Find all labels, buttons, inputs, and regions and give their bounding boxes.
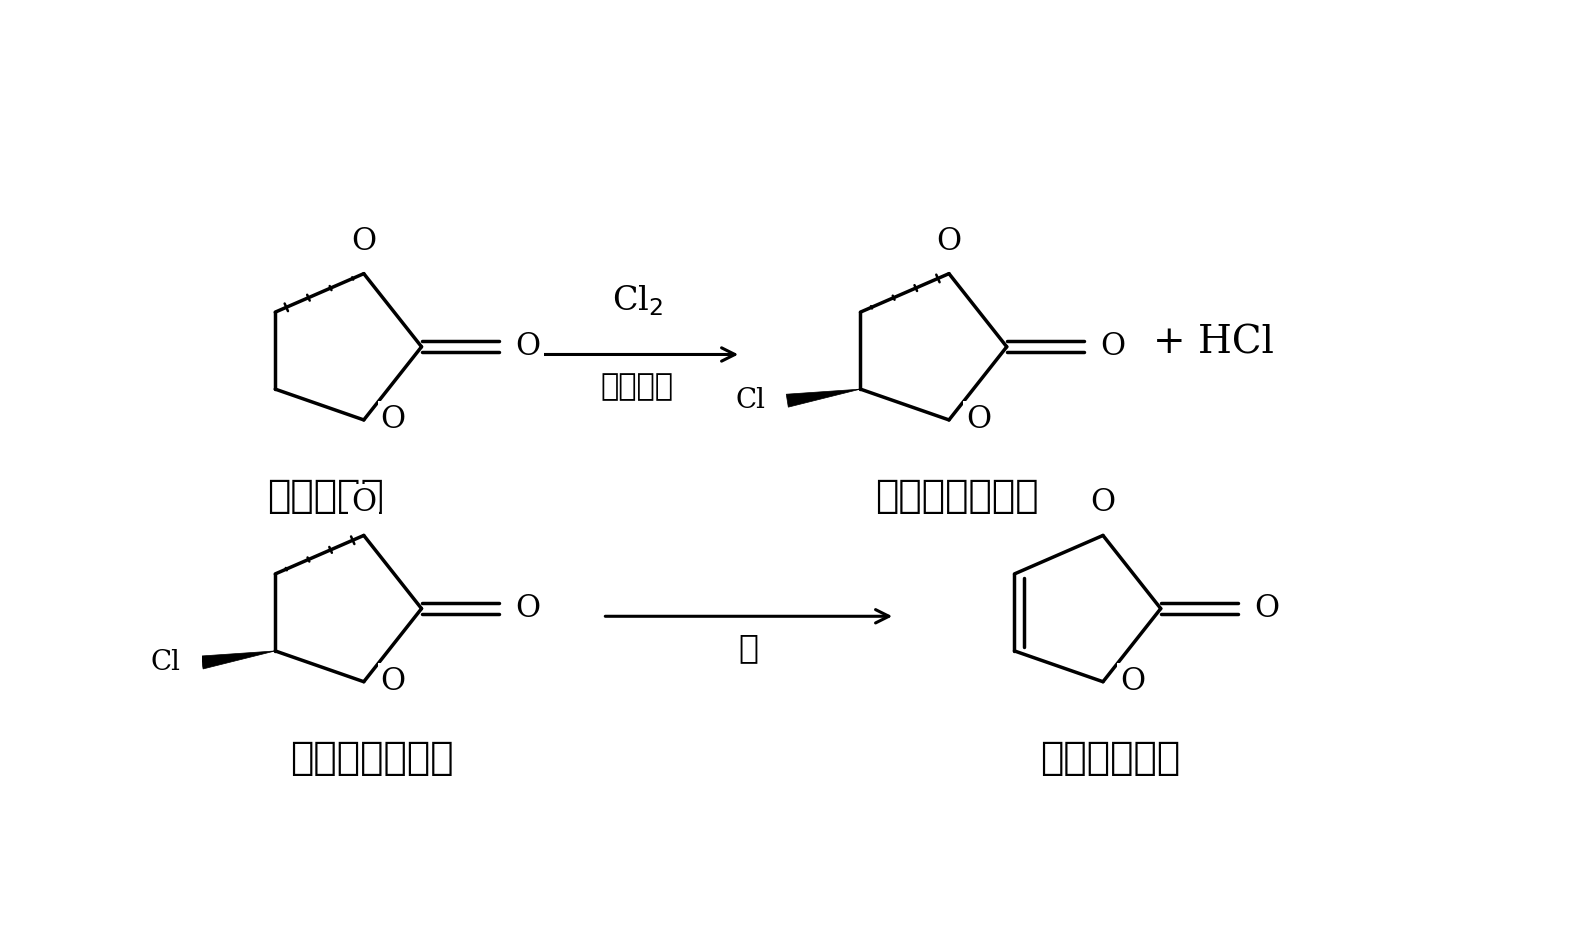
Text: O: O: [380, 666, 406, 697]
Text: O: O: [352, 226, 376, 257]
Text: O: O: [1090, 487, 1116, 519]
Text: Cl$_2$: Cl$_2$: [612, 283, 663, 318]
Text: O: O: [515, 331, 540, 363]
Text: O: O: [352, 487, 376, 519]
Text: O: O: [965, 405, 991, 435]
Text: 一氯碳酸乙烯酯: 一氯碳酸乙烯酯: [875, 479, 1038, 515]
Text: 碳酸乙烯酯: 碳酸乙烯酯: [266, 479, 384, 515]
Text: O: O: [937, 226, 962, 257]
Text: 紫外光照: 紫外光照: [601, 371, 674, 403]
Text: 碳酸亚乙烯酯: 碳酸亚乙烯酯: [1041, 741, 1181, 777]
Polygon shape: [786, 389, 861, 407]
Text: O: O: [1100, 331, 1125, 363]
Text: O: O: [380, 405, 406, 435]
Text: + HCl: + HCl: [1152, 325, 1274, 362]
Text: Cl: Cl: [735, 387, 766, 414]
Text: Cl: Cl: [151, 649, 181, 676]
Text: O: O: [1121, 666, 1144, 697]
Polygon shape: [201, 651, 276, 669]
Text: O: O: [1255, 593, 1279, 625]
Text: O: O: [515, 593, 540, 625]
Text: 一氯碳酸乙烯酯: 一氯碳酸乙烯酯: [290, 741, 453, 777]
Text: 碱: 碱: [739, 633, 759, 664]
